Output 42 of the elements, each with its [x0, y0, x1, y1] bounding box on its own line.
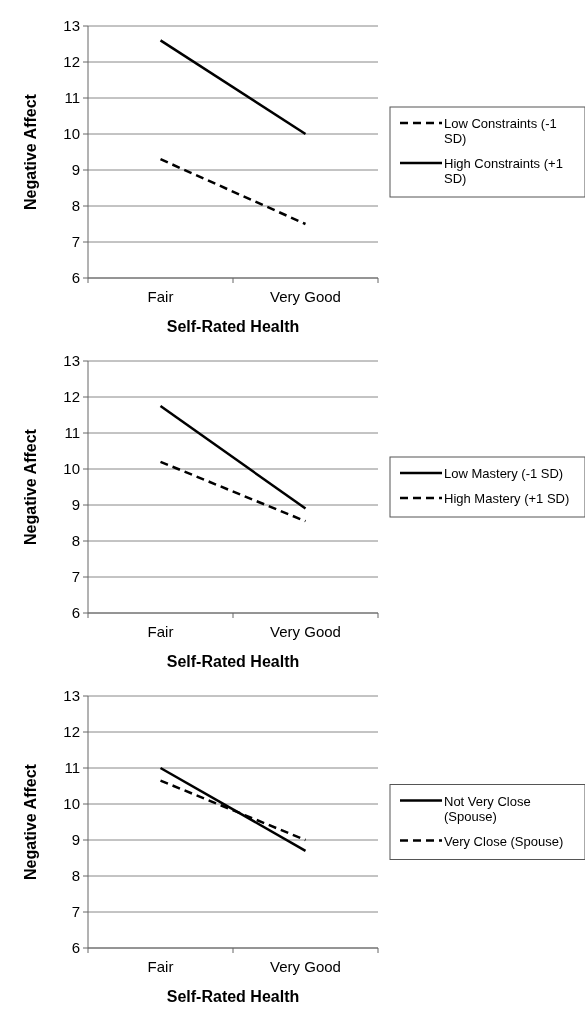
y-tick-label: 8 [71, 197, 80, 215]
legend-label: High Constraints (+1 SD) [444, 156, 563, 186]
x-tick-label: Very Good [270, 623, 341, 640]
y-tick-label: 13 [63, 687, 80, 705]
legend-label: High Mastery (+1 SD) [444, 491, 570, 506]
legend-label: Very Close (Spouse) [444, 833, 564, 849]
y-tick-label: 11 [64, 424, 80, 442]
x-tick-label: Very Good [270, 288, 341, 305]
legend-label: Low Constraints (-1 SD) [444, 116, 557, 146]
y-tick-label: 6 [71, 604, 80, 622]
x-axis-title: Self-Rated Health [166, 653, 300, 670]
y-axis-title: Negative Affect [22, 763, 39, 880]
y-tick-label: 7 [71, 568, 80, 586]
y-tick-label: 10 [63, 795, 80, 813]
y-tick-label: 7 [71, 903, 80, 921]
x-axis-title: Self-Rated Health [166, 318, 300, 335]
legend-label: Low Mastery (-1 SD) [444, 466, 564, 481]
y-tick-label: 11 [64, 89, 80, 107]
x-tick-label: Fair [147, 623, 174, 640]
y-axis-title: Negative Affect [22, 428, 39, 545]
y-tick-label: 10 [63, 125, 80, 143]
y-tick-label: 12 [63, 53, 80, 71]
y-tick-label: 9 [71, 496, 80, 514]
x-axis-title: Self-Rated Health [166, 988, 300, 1005]
x-tick-label: Fair [147, 288, 174, 305]
y-tick-label: 13 [63, 17, 80, 35]
y-tick-label: 6 [71, 939, 80, 957]
y-tick-label: 12 [63, 723, 80, 741]
y-tick-label: 8 [71, 867, 80, 885]
legend-label: Not Very Close (Spouse) [444, 793, 531, 824]
y-tick-label: 9 [71, 831, 80, 849]
y-tick-label: 7 [71, 233, 80, 251]
y-tick-label: 13 [63, 352, 80, 370]
y-tick-label: 6 [71, 269, 80, 287]
y-axis-title: Negative Affect [22, 93, 39, 210]
y-tick-label: 9 [71, 161, 80, 179]
y-tick-label: 10 [63, 460, 80, 478]
y-tick-label: 8 [71, 532, 80, 550]
y-tick-label: 11 [64, 759, 80, 777]
y-tick-label: 12 [63, 388, 80, 406]
x-tick-label: Very Good [270, 958, 341, 975]
x-tick-label: Fair [147, 958, 174, 975]
